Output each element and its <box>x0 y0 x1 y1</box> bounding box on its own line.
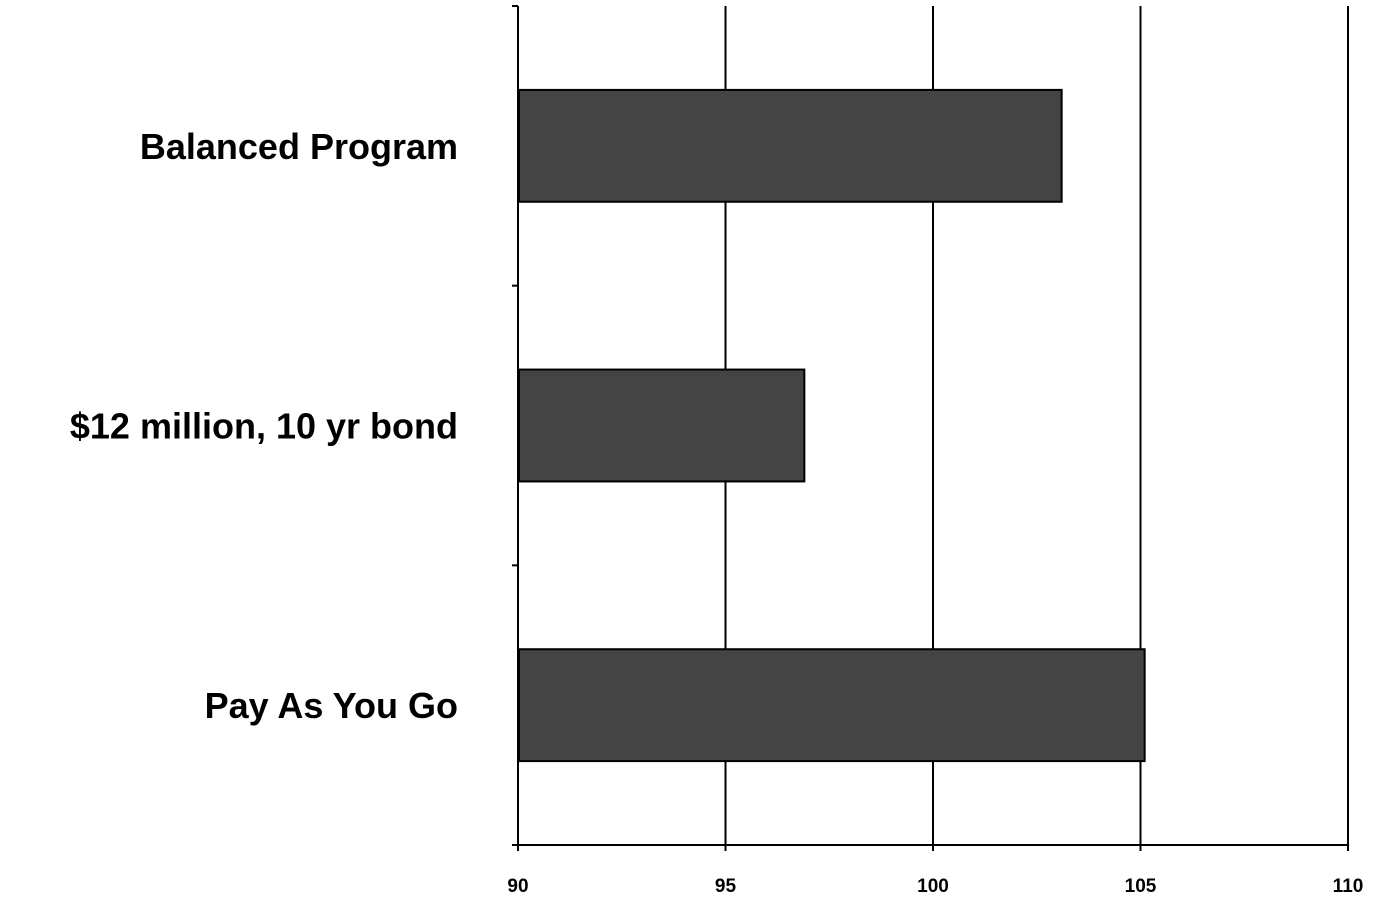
bar <box>518 88 1063 203</box>
labels: 90 95 100 105 110 Balanced Program $12 million… <box>70 126 1363 897</box>
x-tick-label: 95 <box>715 876 737 897</box>
x-tick-label: 90 <box>507 876 528 897</box>
x-tick-label: 100 <box>917 876 949 897</box>
bar <box>518 648 1146 763</box>
category-label: $12 million, 10 yr bond <box>70 406 458 447</box>
x-tick-label: 105 <box>1125 876 1157 897</box>
category-label: Balanced Program <box>140 126 458 167</box>
bar <box>518 368 806 483</box>
bars <box>518 88 1146 763</box>
category-label: Pay As You Go <box>205 685 458 726</box>
x-tick-label: 110 <box>1333 876 1364 897</box>
axes <box>512 5 1349 851</box>
